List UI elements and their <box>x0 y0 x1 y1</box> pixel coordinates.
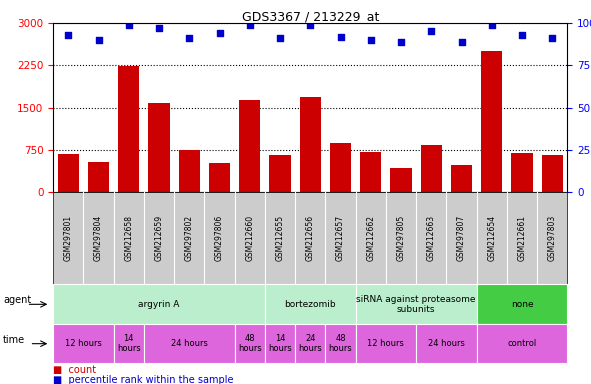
Point <box>184 35 194 41</box>
Text: GSM297807: GSM297807 <box>457 215 466 261</box>
Point <box>427 28 436 35</box>
Point <box>397 38 406 45</box>
Text: 14
hours: 14 hours <box>117 334 141 353</box>
Point <box>215 30 224 36</box>
Text: 48
hours: 48 hours <box>329 334 352 353</box>
Text: agent: agent <box>3 295 31 306</box>
Text: 24 hours: 24 hours <box>171 339 207 348</box>
Text: GSM212657: GSM212657 <box>336 215 345 261</box>
Bar <box>269 156 291 192</box>
Bar <box>58 154 79 192</box>
Bar <box>542 156 563 192</box>
Text: GSM297803: GSM297803 <box>548 215 557 261</box>
Bar <box>451 165 472 192</box>
Bar <box>360 152 381 192</box>
Point <box>64 32 73 38</box>
Point <box>336 33 345 40</box>
Text: argyrin A: argyrin A <box>138 300 180 309</box>
Bar <box>88 162 109 192</box>
Text: ■  count: ■ count <box>53 365 96 375</box>
Point <box>124 22 134 28</box>
Bar <box>239 99 261 192</box>
Text: GSM212658: GSM212658 <box>124 215 134 261</box>
Text: siRNA against proteasome
subunits: siRNA against proteasome subunits <box>356 295 476 314</box>
Text: bortezomib: bortezomib <box>284 300 336 309</box>
Point <box>517 32 527 38</box>
Text: GDS3367 / 213229_at: GDS3367 / 213229_at <box>242 10 379 23</box>
Point <box>306 22 315 28</box>
Bar <box>178 150 200 192</box>
Text: 48
hours: 48 hours <box>238 334 262 353</box>
Text: none: none <box>511 300 533 309</box>
Bar <box>300 98 321 192</box>
Text: GSM297801: GSM297801 <box>64 215 73 261</box>
Text: 24 hours: 24 hours <box>428 339 465 348</box>
Point <box>547 35 557 41</box>
Text: 12 hours: 12 hours <box>368 339 404 348</box>
Bar <box>330 143 351 192</box>
Text: GSM297805: GSM297805 <box>397 215 405 261</box>
Text: 24
hours: 24 hours <box>298 334 322 353</box>
Point <box>154 25 164 31</box>
Text: ■  percentile rank within the sample: ■ percentile rank within the sample <box>53 375 233 384</box>
Text: GSM212654: GSM212654 <box>487 215 496 261</box>
Text: 12 hours: 12 hours <box>65 339 102 348</box>
Bar <box>148 103 170 192</box>
Text: GSM212656: GSM212656 <box>306 215 315 261</box>
Bar <box>421 145 442 192</box>
Text: 14
hours: 14 hours <box>268 334 292 353</box>
Bar <box>511 152 532 192</box>
Text: GSM297804: GSM297804 <box>94 215 103 261</box>
Text: GSM212655: GSM212655 <box>275 215 284 261</box>
Text: control: control <box>507 339 537 348</box>
Text: GSM212659: GSM212659 <box>155 215 164 261</box>
Point <box>487 22 496 28</box>
Point <box>275 35 285 41</box>
Bar <box>391 168 411 192</box>
Text: GSM212663: GSM212663 <box>427 215 436 261</box>
Text: time: time <box>3 335 25 345</box>
Bar <box>209 163 230 192</box>
Point <box>457 38 466 45</box>
Bar <box>481 51 502 192</box>
Text: GSM297806: GSM297806 <box>215 215 224 261</box>
Text: GSM297802: GSM297802 <box>185 215 194 261</box>
Text: GSM212661: GSM212661 <box>518 215 527 261</box>
Point <box>94 37 103 43</box>
Text: GSM212662: GSM212662 <box>366 215 375 261</box>
Point <box>366 37 375 43</box>
Text: GSM212660: GSM212660 <box>245 215 254 261</box>
Point <box>245 22 255 28</box>
Bar <box>118 66 139 192</box>
